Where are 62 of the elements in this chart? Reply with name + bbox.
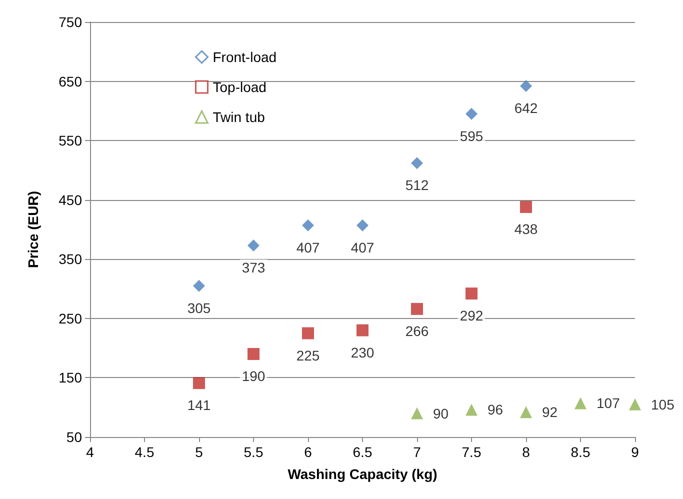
point <box>629 398 641 410</box>
data-label: 438 <box>514 220 538 237</box>
data-label: 642 <box>514 100 538 116</box>
x-tick-label: 8 <box>522 444 530 460</box>
data-label: 105 <box>651 396 675 412</box>
point <box>520 200 532 213</box>
x-tick-label: 7.5 <box>462 444 482 460</box>
point <box>248 348 260 360</box>
x-tick-label: 7 <box>413 444 422 460</box>
y-tick-label: 750 <box>58 14 82 30</box>
point <box>193 280 205 292</box>
y-tick-label: 250 <box>58 310 82 326</box>
point <box>248 240 260 252</box>
y-tick-label: 550 <box>58 132 82 149</box>
data-label: 230 <box>350 344 374 360</box>
x-tick-label: 6 <box>304 444 312 460</box>
x-tick-label: 9 <box>631 444 640 460</box>
data-label: 292 <box>460 308 484 324</box>
y-tick-label: 650 <box>58 73 82 90</box>
point <box>520 406 532 418</box>
data-label: 373 <box>242 260 266 276</box>
data-label: 512 <box>405 177 429 194</box>
legend-label: Twin tub <box>212 109 266 125</box>
point <box>466 288 478 300</box>
legend-label: Front-load <box>212 49 277 65</box>
point <box>411 302 423 315</box>
data-label: 225 <box>296 347 320 364</box>
point <box>411 157 423 170</box>
x-tick-label: 5 <box>195 444 204 460</box>
point <box>574 397 586 410</box>
data-label: 595 <box>460 128 484 144</box>
x-tick-label: 5.5 <box>244 444 264 460</box>
point <box>302 327 314 340</box>
data-label: 407 <box>350 239 374 256</box>
data-label: 92 <box>542 404 558 420</box>
y-tick-label: 350 <box>58 251 82 268</box>
y-tick-label: 450 <box>58 192 82 208</box>
y-tick-label: 150 <box>58 370 82 386</box>
data-label: 190 <box>242 368 266 384</box>
point <box>356 219 368 232</box>
point <box>193 377 205 390</box>
x-tick-label: 8.5 <box>570 444 590 460</box>
x-tick-label: 4 <box>86 444 94 460</box>
legend-label: Top-load <box>212 79 266 95</box>
x-tick-label: 4.5 <box>134 444 154 460</box>
y-tick-label: 50 <box>66 429 82 445</box>
data-label: 141 <box>187 397 211 414</box>
point <box>466 404 478 416</box>
point <box>302 219 314 232</box>
x-tick-label: 6.5 <box>352 444 372 460</box>
point <box>520 80 532 92</box>
data-label: 90 <box>433 405 449 422</box>
data-label: 107 <box>596 395 620 412</box>
point <box>411 407 423 420</box>
data-label: 305 <box>187 300 211 316</box>
point <box>356 324 368 336</box>
y-axis-title: Price (EUR) <box>25 190 41 268</box>
data-label: 266 <box>405 322 429 339</box>
x-axis-title: Washing Capacity (kg) <box>288 466 438 482</box>
data-label: 407 <box>296 239 320 256</box>
data-label: 96 <box>488 402 504 418</box>
point <box>466 108 478 120</box>
